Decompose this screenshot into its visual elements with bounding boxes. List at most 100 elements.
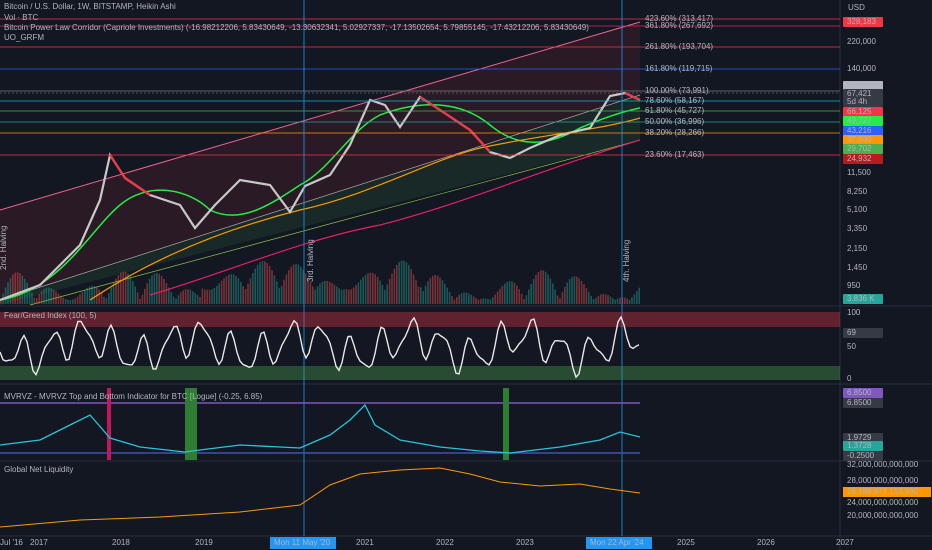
volume-bar — [338, 288, 340, 304]
volume-bar — [271, 270, 273, 304]
volume-bar — [196, 294, 199, 304]
volume-bar — [436, 275, 439, 304]
volume-bar — [283, 279, 285, 304]
volume-bar — [415, 280, 417, 304]
volume-bar — [276, 281, 278, 304]
volume-bar — [424, 285, 427, 304]
volume-bar — [55, 291, 57, 304]
axis-label-box — [843, 135, 883, 145]
ma-orange — [89, 117, 641, 301]
volume-bar — [624, 297, 626, 304]
volume-bar — [98, 289, 100, 304]
volume-bar — [331, 282, 333, 304]
volume-bar — [369, 272, 372, 304]
axis-label: 28,000,000,000,000 — [847, 476, 919, 485]
axis-label-box — [843, 97, 883, 107]
volume-bar — [340, 289, 343, 304]
volume-bar — [482, 298, 484, 304]
volume-bar — [506, 281, 508, 304]
volume-bar — [36, 298, 38, 304]
volume-bar — [501, 285, 504, 304]
axis-label: 1.9729 — [847, 433, 872, 442]
volume-bar — [100, 292, 103, 304]
volume-bar — [626, 298, 628, 304]
halving-label: 3rd. Halving — [306, 239, 315, 282]
volume-bar — [139, 298, 141, 304]
volume-bar — [350, 289, 352, 304]
fib-label: 423.60% (313,417) — [645, 14, 713, 23]
axis-label: 49,727 — [847, 116, 872, 125]
volume-bar — [520, 293, 523, 304]
volume-bar — [470, 294, 472, 304]
volume-bar — [136, 292, 139, 304]
axis-label-box — [843, 81, 883, 91]
volume-bar — [48, 287, 50, 304]
volume-bar — [465, 292, 468, 304]
volume-bar — [576, 276, 578, 304]
volume-bar — [300, 266, 302, 304]
volume-bar — [537, 272, 540, 304]
volume-bar — [304, 273, 307, 304]
halving-label: 4th. Halving — [622, 240, 631, 282]
volume-bar — [348, 289, 350, 304]
mvrvz-title: MVRVZ - MVRVZ Top and Bottom Indicator f… — [4, 392, 263, 401]
volume-bar — [525, 295, 528, 304]
volume-bar — [160, 275, 163, 304]
volume-bar — [232, 274, 235, 304]
volume-bar — [254, 268, 256, 304]
volume-bar — [252, 273, 254, 304]
axis-label-box — [843, 154, 883, 164]
volume-bar — [559, 298, 561, 304]
axis-label: 1,450 — [847, 263, 868, 272]
axis-label: 100 — [847, 308, 861, 317]
volume-bar — [189, 289, 192, 304]
axis-label: 3,350 — [847, 224, 868, 233]
volume-bar — [261, 261, 264, 304]
volume-bar — [554, 289, 556, 304]
volume-bar — [91, 285, 93, 304]
volume-title: Vol · BTC — [4, 13, 38, 22]
corridor-line — [0, 94, 641, 301]
volume-bar — [403, 260, 405, 304]
volume-bar — [410, 269, 412, 304]
volume-bar — [26, 282, 28, 304]
fib-label: 50.00% (36,996) — [645, 117, 704, 126]
volume-bar — [489, 299, 492, 304]
volume-bar — [504, 283, 506, 304]
axis-label: 32,000,000,000,000 — [847, 460, 919, 469]
volume-bar — [38, 294, 40, 304]
volume-bar — [112, 282, 115, 304]
volume-bar — [172, 296, 175, 304]
volume-bar — [364, 274, 367, 304]
volume-bar — [619, 297, 621, 304]
liquidity-title: Global Net Liquidity — [4, 465, 73, 474]
axis-label: 2,150 — [847, 244, 868, 253]
volume-bar — [146, 283, 148, 304]
volume-bar — [144, 288, 146, 304]
fib-label: 23.60% (17,463) — [645, 150, 704, 159]
axis-label: 26,188,671,153,930 — [847, 487, 919, 496]
currency: USD — [848, 3, 865, 12]
fear-greed-line — [0, 315, 640, 379]
time-label-box — [586, 537, 652, 549]
volume-bar — [556, 295, 559, 304]
axis-label: 11,500 — [847, 168, 871, 177]
volume-bar — [566, 282, 568, 304]
axis-label: 5,100 — [847, 205, 868, 214]
corridor-title: Bitcoin Power Law Corridor (Capriole Inv… — [4, 23, 589, 32]
fear-zone — [0, 366, 840, 380]
axis-label-box — [843, 388, 883, 398]
volume-bar — [336, 286, 338, 304]
volume-bar — [117, 275, 120, 304]
volume-bar — [528, 289, 530, 304]
volume-bar — [388, 278, 391, 304]
volume-bar — [79, 294, 81, 304]
axis-label: 37,530 — [847, 135, 872, 144]
axis-label-box — [843, 89, 883, 99]
volume-bar — [28, 287, 31, 304]
axis-label: 29,702 — [847, 144, 872, 153]
volume-bar — [333, 284, 336, 304]
axis-label: 3.836 K — [847, 294, 875, 303]
volume-bar — [398, 262, 400, 304]
volume-bar — [547, 274, 549, 304]
